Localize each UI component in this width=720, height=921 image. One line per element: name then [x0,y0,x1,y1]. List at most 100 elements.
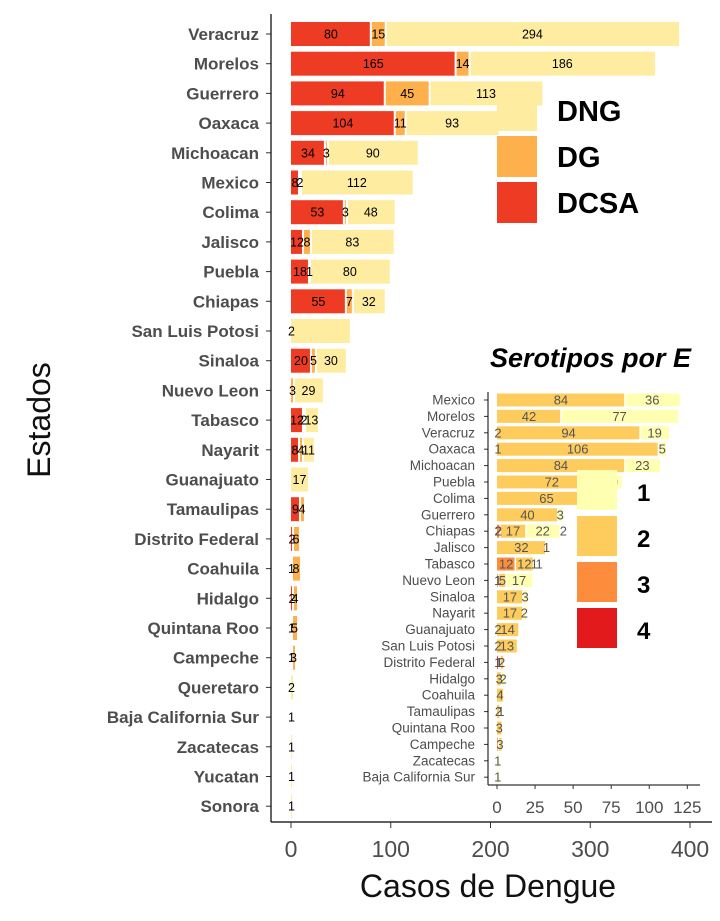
inset-bar-separator [500,672,503,686]
bar-separator [369,22,372,46]
inset-x-tick-label-125: 125 [673,798,701,817]
inset-bar-label-sinaloa-serotipo-2: 17 [503,589,517,604]
bar-label-campeche-dg: 3 [290,651,297,665]
bar-veracruz-dng [385,22,680,46]
bar-label-coahuila-dg: 8 [293,562,300,576]
bar-morelos-dcsa [291,51,456,76]
inset-y-tick-label-baja-california-sur: Baja California Sur [362,770,475,785]
inset-title: Serotipos por E [490,343,692,373]
bar-label-sinaloa-dcsa: 20 [294,354,308,368]
inset-chart: 8436427794192106518423720654032172222321… [362,380,720,820]
bar-separator [303,408,306,433]
inset-bar-separator [522,590,524,604]
bar-nuevo-leon-dng [293,378,323,403]
y-tick-label-baja-california-sur: Baja California Sur [107,708,259,727]
bar-label-quintana-roo-dg: 5 [291,622,298,636]
bar-separator [309,348,312,373]
inset-y-tick-label-oaxaca: Oaxaca [428,442,475,457]
inset-bar-jalisco-serotipo-2 [497,541,546,555]
inset-bar-label-tabasco-extra: 1 [535,557,542,572]
inset-bar-label-veracruz-serotipo-1: 19 [647,425,661,440]
bar-label-guerrero-dng: 113 [476,87,496,101]
inset-y-tick-label-nayarit: Nayarit [432,606,475,621]
bar-label-tabasco-dg: 2 [300,414,307,428]
inset-bar-tabasco-serotipo-2 [515,557,534,571]
y-tick-label-morelos: Morelos [194,55,259,74]
bar-separator [301,437,304,462]
x-tick-label-0: 0 [285,836,298,862]
bar-label-mexico-dcsa: 8 [292,176,299,190]
inset-bar-tabasco-serotipo-3 [497,557,516,571]
bar-label-tabasco-dcsa: 12 [290,414,304,428]
bar-michoacan-dg [324,140,328,165]
inset-bar-label-san-luis-potosi-serotipo-2: 13 [500,639,514,654]
inset-bar-chiapas-serotipo-3 [497,524,501,538]
bar-separator [290,556,293,581]
inset-bar-chiapas-serotipo-1 [525,524,560,538]
bar-label-campeche-dcsa: 1 [288,651,295,665]
bar-label-veracruz-dcsa: 80 [324,28,338,42]
inset-bar-michoacan-serotipo-1 [624,459,660,473]
inset-legend-label-2: 2 [637,526,650,553]
y-tick-label-colima: Colima [202,203,259,222]
y-tick-label-guerrero: Guerrero [186,84,259,103]
bar-label-colima-dng: 48 [364,206,378,220]
bar-label-mexico-dng: 112 [347,176,367,190]
inset-bar-separator [544,541,547,555]
inset-bar-label-chiapas-serotipo-2: 17 [506,524,520,539]
bar-label-morelos-dcsa: 165 [363,57,384,71]
inset-x-tick-label-25: 25 [526,798,545,817]
inset-bar-distrito-federal-serotipo-4 [497,655,499,669]
inset-bar-separator [499,655,501,669]
bar-label-nuevo-leon-dg: 3 [289,384,296,398]
y-tick-label-yucatan: Yucatan [194,768,259,787]
bar-label-oaxaca-dcsa: 104 [332,117,353,131]
bar-label-hidalgo-dg: 4 [292,592,299,606]
bar-jalisco-dcsa [291,229,303,254]
inset-y-tick-label-jalisco: Jalisco [434,540,475,555]
inset-y-tick-label-quintana-roo: Quintana Roo [392,721,475,736]
bar-mexico-dng [300,170,413,195]
inset-bar-label-sinaloa-serotipo-1: 3 [522,589,529,604]
inset-bar-label-morelos-serotipo-2: 42 [522,409,536,424]
inset-x-tick-label-75: 75 [602,798,621,817]
inset-bar-label-tamaulipas-serotipo-2: 2 [495,704,502,719]
inset-y-tick-label-sinaloa: Sinaloa [430,589,476,604]
inset-bar-morelos-serotipo-1 [560,409,679,423]
bar-tabasco-dcsa [291,408,303,433]
main-legend: DNG DG DCSA [497,90,639,223]
inset-bar-label-distrito-federal-serotipo-3: 1 [496,655,503,670]
legend-label-dcsa: DCSA [557,188,639,220]
bar-separator [297,170,300,195]
inset-bar-label-zacatecas-serotipo-1: 1 [494,753,501,768]
bar-label-tabasco-dng: 13 [304,414,318,428]
bar-zacatecas-dng [291,734,292,759]
bar-label-sonora-total: 1 [288,800,295,814]
inset-bar-separator [532,557,535,571]
inset-y-tick-label-michoacan: Michoacan [410,458,475,473]
inset-bar-label-morelos-serotipo-1: 77 [612,409,626,424]
y-tick-label-nuevo-leon: Nuevo Leon [162,381,259,400]
bar-colima-dg [343,200,347,225]
y-tick-label-campeche: Campeche [173,649,259,668]
inset-bar-label-chiapas-left: 2 [494,524,501,539]
bar-label-michoacan-dcsa: 34 [301,146,315,160]
bar-label-nayarit-dng: 11 [302,443,315,457]
bar-separator [314,348,317,373]
bar-separator [301,408,304,433]
inset-bar-hidalgo-serotipo-2 [497,672,502,686]
legend-swatch-dng [497,90,537,131]
inset-bar-label-nayarit-serotipo-2: 17 [503,606,517,621]
y-tick-label-tamaulipas: Tamaulipas [167,500,259,519]
inset-bar-label-quintana-roo-serotipo-2: 3 [496,721,503,736]
bar-separator [326,140,329,165]
inset-bar-label-veracruz-serotipo-2: 94 [561,425,575,440]
inset-bar-label-nayarit-serotipo-1: 2 [521,606,528,621]
inset-legend-label-3: 3 [637,572,650,599]
bar-puebla-dng [309,259,390,284]
y-tick-label-sinaloa: Sinaloa [199,352,260,371]
bar-sinaloa-dg [310,348,316,373]
inset-bar-label-guerrero-serotipo-2: 40 [520,507,534,522]
inset-bar-label-jalisco-serotipo-1: 1 [543,540,550,555]
